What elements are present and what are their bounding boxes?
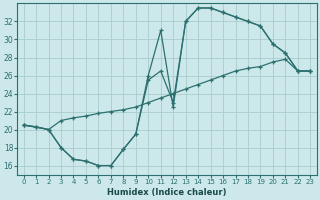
X-axis label: Humidex (Indice chaleur): Humidex (Indice chaleur) (107, 188, 227, 197)
